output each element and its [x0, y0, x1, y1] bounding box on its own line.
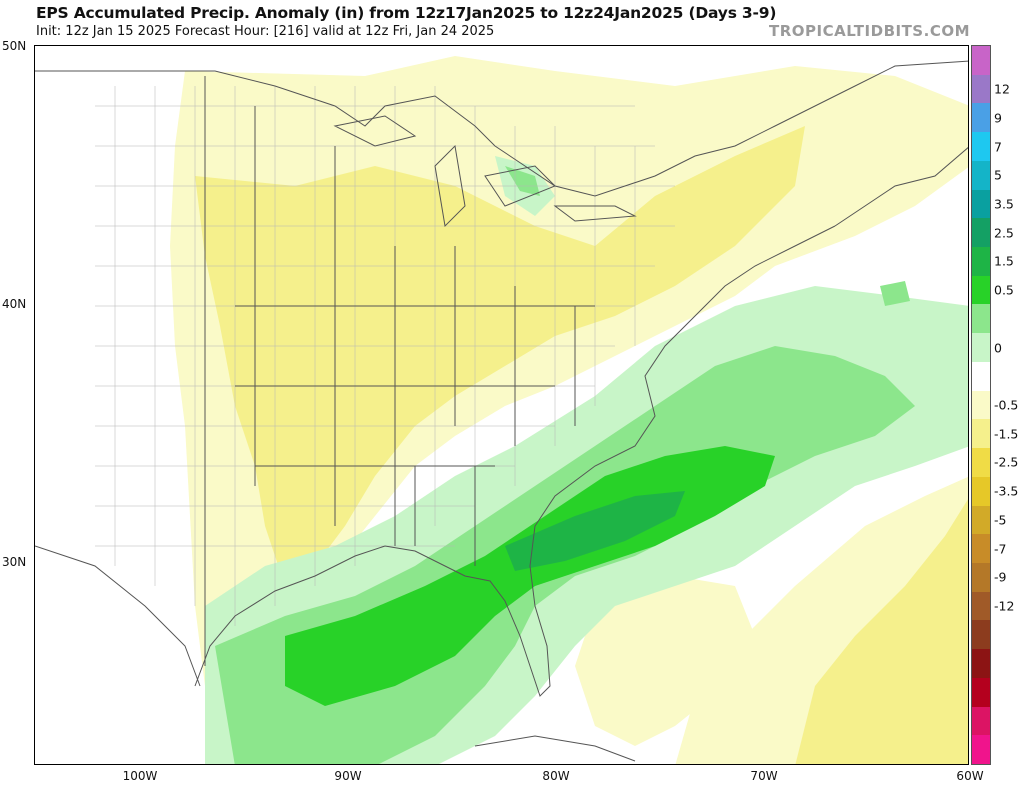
map-canvas: [35, 56, 968, 764]
coastlines-and-borders: [35, 60, 968, 762]
colorbar-label: 0: [994, 340, 1002, 356]
northeast-coast: [834, 147, 968, 227]
colorbar-label: 3.5: [994, 196, 1014, 212]
colorbar-segment: [972, 160, 990, 191]
lon-label-70w: 70W: [750, 769, 778, 783]
colorbar-segment: [972, 620, 990, 650]
cuba-outline: [474, 735, 636, 762]
colorbar: [971, 45, 991, 765]
colorbar-segment: [972, 419, 990, 449]
wet-anomaly-cell: [880, 281, 910, 306]
colorbar-label: -5: [994, 512, 1007, 528]
colorbar-segment: [972, 677, 990, 708]
mexico-border: [35, 545, 201, 687]
colorbar-segment: [972, 735, 990, 765]
colorbar-label: -0.5: [994, 397, 1019, 413]
colorbar-label: 9: [994, 110, 1002, 126]
colorbar-segment: [972, 103, 990, 133]
colorbar-segment: [972, 247, 990, 277]
lon-label-60w: 60W: [956, 769, 984, 783]
colorbar-segment: [972, 333, 990, 363]
colorbar-segment: [972, 562, 990, 593]
dry-anomaly-core: [195, 126, 805, 586]
colorbar-segment: [972, 74, 990, 104]
colorbar-label: -3.5: [994, 483, 1019, 499]
dry-anomaly-ocean-core: [795, 499, 968, 764]
colorbar-label: 2.5: [994, 225, 1014, 241]
colorbar-segment: [972, 218, 990, 248]
colorbar-label: -2.5: [994, 454, 1019, 470]
lon-label-80w: 80W: [542, 769, 570, 783]
colorbar-segment: [972, 706, 990, 736]
brand-watermark: TROPICALTIDBITS.COM: [769, 22, 970, 40]
lat-label-50n: 50N: [2, 39, 27, 53]
colorbar-segment: [972, 46, 990, 76]
wet-anomaly-max: [505, 491, 685, 571]
colorbar-label: -1.5: [994, 426, 1019, 442]
colorbar-segment: [972, 476, 990, 507]
colorbar-segment: [972, 132, 990, 162]
colorbar-label: 7: [994, 139, 1002, 155]
colorbar-segment: [972, 390, 990, 420]
colorbar-label: -12: [994, 598, 1015, 614]
colorbar-segment: [972, 505, 990, 535]
lon-label-100w: 100W: [122, 769, 158, 783]
dry-anomaly-gulf: [575, 576, 755, 746]
precip-anomaly-map: [34, 45, 969, 765]
state-lines: [204, 76, 595, 666]
colorbar-segment: [972, 534, 990, 564]
colorbar-label: -9: [994, 569, 1007, 585]
colorbar-label: 12: [994, 81, 1010, 97]
lat-label-40n: 40N: [2, 297, 27, 311]
lat-label-30n: 30N: [2, 555, 27, 569]
chart-subtitle: Init: 12z Jan 15 2025 Forecast Hour: [21…: [36, 24, 495, 39]
great-lakes: [333, 115, 637, 228]
colorbar-label: 0.5: [994, 282, 1014, 298]
gulf-coast: [194, 225, 836, 697]
colorbar-segment: [972, 189, 990, 219]
colorbar-segment: [972, 448, 990, 478]
colorbar-segment: [972, 649, 990, 679]
colorbar-label: 5: [994, 167, 1002, 183]
chart-title: EPS Accumulated Precip. Anomaly (in) fro…: [36, 4, 777, 22]
wet-anomaly-lakes: [505, 166, 540, 196]
colorbar-segment: [972, 361, 990, 392]
colorbar-segment: [972, 591, 990, 621]
colorbar-label: -7: [994, 541, 1007, 557]
colorbar-segment: [972, 304, 990, 334]
lon-label-90w: 90W: [334, 769, 362, 783]
colorbar-label: 1.5: [994, 253, 1014, 269]
colorbar-segment: [972, 275, 990, 305]
